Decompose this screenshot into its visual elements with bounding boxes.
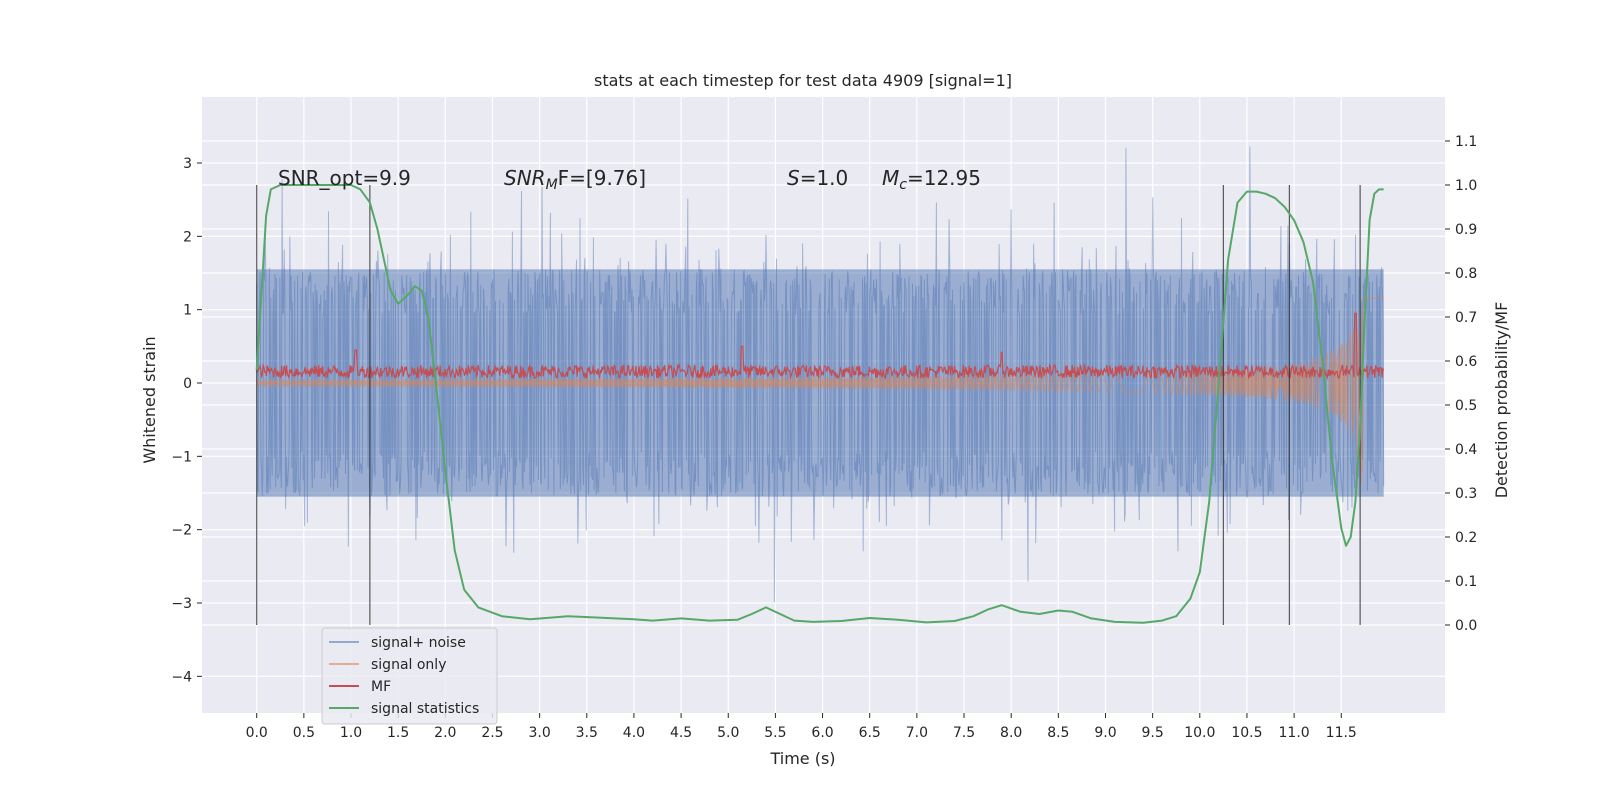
mf-series — [256, 312, 1385, 381]
x-tick-label: 5.0 — [717, 725, 739, 741]
x-tick-label: 11.5 — [1326, 725, 1357, 741]
signal-noise-line — [256, 146, 1385, 603]
y-right-axis-ticks: 0.0 0.1 0.2 0.3 0.4 0.5 0.6 0.7 0.8 0.9 1.0 1.1 — [1445, 134, 1477, 634]
y-right-tick-label: 0.7 — [1455, 310, 1477, 326]
y-right-tick-label: 0.9 — [1455, 222, 1477, 238]
y-left-tick-label: 0 — [183, 376, 192, 392]
annotation-snr-mf: SNRMF=[9.76] — [504, 166, 646, 193]
legend-label-signal-statistics: signal statistics — [371, 701, 479, 717]
x-axis-ticks: 0.0 0.5 1.0 1.5 2.0 2.5 3.0 3.5 4.0 4.5 5.0 5.5 6.0 6… — [246, 713, 1357, 741]
x-tick-label: 10.5 — [1231, 725, 1262, 741]
y-left-tick-label: 1 — [183, 303, 192, 319]
y-left-tick-label: 2 — [183, 229, 192, 245]
x-tick-label: 1.0 — [340, 725, 362, 741]
x-tick-label: 4.0 — [623, 725, 645, 741]
legend-label-signal-noise: signal+ noise — [371, 635, 466, 651]
x-tick-label: 2.0 — [434, 725, 456, 741]
y-right-tick-label: 1.0 — [1455, 178, 1477, 194]
y-right-tick-label: 1.1 — [1455, 134, 1477, 150]
annotation-mc: Mc=12.95 — [882, 166, 981, 193]
y-left-tick-label: 3 — [183, 156, 192, 172]
mf-line — [256, 312, 1385, 381]
x-tick-label: 11.0 — [1279, 725, 1310, 741]
x-tick-label: 6.0 — [811, 725, 833, 741]
y-right-tick-label: 0.1 — [1455, 574, 1477, 590]
x-tick-label: 4.5 — [670, 725, 692, 741]
annotations: SNR_opt=9.9 SNRMF=[9.76] S=1.0 Mc=12.95 — [278, 166, 981, 193]
y-left-axis-ticks: −4 −3 −2 −1 0 1 2 3 — [171, 156, 202, 685]
x-tick-label: 0.0 — [246, 725, 268, 741]
chart-title: stats at each timestep for test data 490… — [594, 71, 1012, 90]
y-left-tick-label: −2 — [171, 523, 192, 539]
y-left-tick-label: −1 — [171, 449, 192, 465]
x-tick-label: 6.5 — [859, 725, 881, 741]
x-tick-label: 10.0 — [1184, 725, 1215, 741]
legend-box — [321, 627, 498, 725]
x-tick-label: 8.0 — [1000, 725, 1022, 741]
x-tick-label: 0.5 — [293, 725, 315, 741]
y-right-tick-label: 0.8 — [1455, 266, 1477, 282]
x-tick-label: 2.5 — [481, 725, 503, 741]
x-tick-label: 3.5 — [576, 725, 598, 741]
legend-label-mf: MF — [371, 679, 391, 695]
x-tick-label: 9.0 — [1094, 725, 1116, 741]
y-left-tick-label: −3 — [171, 596, 192, 612]
signal-statistics-series — [255, 184, 1384, 624]
x-tick-label: 7.5 — [953, 725, 975, 741]
y-right-tick-label: 0.3 — [1455, 486, 1477, 502]
annotation-s: S=1.0 — [787, 166, 848, 190]
annotation-snr-opt: SNR_opt=9.9 — [278, 166, 411, 190]
x-tick-label: 3.0 — [528, 725, 550, 741]
x-axis-label: Time (s) — [769, 749, 835, 768]
y-right-tick-label: 0.4 — [1455, 442, 1477, 458]
legend-label-signal-only: signal only — [371, 657, 446, 673]
y-right-tick-label: 0.2 — [1455, 530, 1477, 546]
y-left-axis-label: Whitened strain — [140, 336, 159, 463]
y-left-tick-label: −4 — [171, 669, 192, 685]
y-right-tick-label: 0.6 — [1455, 354, 1477, 370]
y-right-axis-label: Detection probability/MF — [1492, 302, 1511, 499]
y-right-tick-label: 0.0 — [1455, 618, 1477, 634]
signal-statistics-line — [255, 184, 1384, 624]
x-tick-label: 1.5 — [387, 725, 409, 741]
x-tick-label: 9.5 — [1142, 725, 1164, 741]
x-tick-label: 8.5 — [1047, 725, 1069, 741]
x-tick-label: 5.5 — [764, 725, 786, 741]
x-tick-label: 7.0 — [906, 725, 928, 741]
y-right-tick-label: 0.5 — [1455, 398, 1477, 414]
legend: signal+ noise signal only MF signal stat… — [321, 627, 498, 725]
